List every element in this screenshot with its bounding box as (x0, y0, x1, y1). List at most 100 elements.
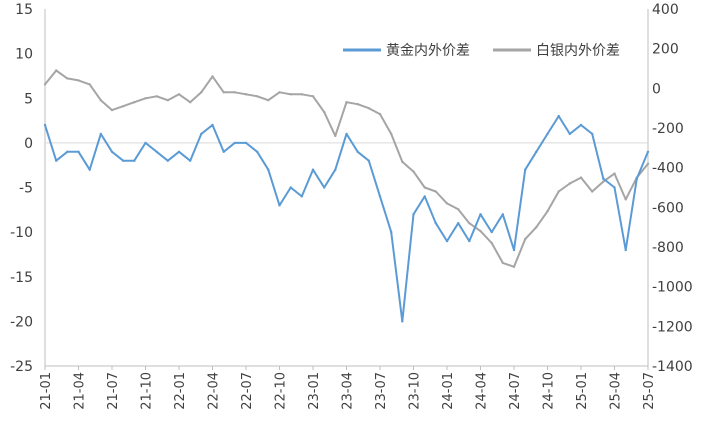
data-point (412, 170, 415, 173)
data-point (267, 168, 270, 171)
y-tick-label: -20 (10, 314, 33, 330)
data-point (66, 150, 69, 153)
data-point (367, 107, 370, 110)
data-point (457, 222, 460, 225)
data-point (602, 177, 605, 180)
data-point (300, 195, 303, 198)
series-silver (43, 69, 650, 268)
data-point (122, 105, 125, 108)
data-point (401, 320, 404, 323)
data-point (222, 91, 225, 94)
data-point (334, 168, 337, 171)
data-point (390, 230, 393, 234)
data-point (289, 186, 292, 189)
data-point (535, 226, 538, 229)
y2-tick-label: -800 (652, 240, 684, 256)
x-tick-label: 25-04 (609, 372, 624, 410)
data-point (512, 248, 516, 252)
data-point (189, 101, 192, 104)
data-point (591, 190, 594, 193)
data-point (43, 83, 47, 86)
data-point (591, 132, 594, 136)
data-point (99, 132, 103, 136)
data-point (367, 159, 370, 162)
legend-label: 白银内外价差 (536, 43, 620, 59)
x-tick-label: 21-01 (39, 372, 54, 410)
y-tick-label: 15 (15, 2, 33, 18)
x-tick-label: 24-07 (508, 372, 523, 410)
y2-tick-label: 400 (652, 2, 679, 18)
x-tick-label: 22-04 (207, 372, 222, 410)
data-point (546, 210, 549, 213)
data-point (177, 93, 181, 96)
x-axis: 21-01 21-04 21-07 21-10 22-01 22-04 22-07 22-10… (39, 366, 657, 410)
data-point (211, 75, 214, 78)
x-tick-label: 23-07 (374, 372, 389, 410)
data-point (423, 186, 426, 189)
y-tick-label: -5 (19, 181, 33, 197)
data-point (244, 93, 248, 96)
data-point (613, 186, 616, 189)
data-point (122, 159, 125, 162)
data-point (77, 79, 80, 82)
data-point (144, 141, 147, 145)
data-point (501, 261, 504, 265)
data-point (323, 110, 326, 114)
data-point (233, 91, 236, 94)
y-tick-label: -15 (10, 270, 33, 286)
data-point (233, 141, 236, 145)
data-point (323, 186, 326, 189)
data-point (345, 132, 348, 136)
data-point (524, 237, 527, 241)
series-line (44, 115, 649, 323)
y-axis-left: 15 10 5 0 -5 -10 -15 -20 -25 (10, 2, 33, 375)
data-point (256, 95, 259, 98)
data-point (189, 159, 192, 162)
data-point (445, 202, 449, 205)
data-point (278, 204, 281, 207)
data-point (579, 123, 583, 127)
data-point (166, 99, 169, 102)
y2-tick-label: -1200 (652, 319, 693, 335)
x-tick-label: 22-10 (274, 372, 289, 410)
x-tick-label: 21-07 (106, 372, 121, 410)
y-tick-label: 5 (24, 91, 33, 107)
data-point (479, 213, 482, 216)
data-point (356, 150, 359, 153)
x-tick-label: 24-01 (441, 372, 456, 410)
data-point (445, 239, 449, 243)
data-point (646, 150, 650, 153)
y2-tick-label: -200 (652, 121, 684, 137)
y2-tick-label: -600 (652, 200, 684, 216)
y-tick-label: -10 (10, 225, 33, 241)
data-point (524, 168, 527, 171)
data-point (378, 195, 382, 198)
data-point (501, 213, 504, 216)
data-point (635, 177, 638, 180)
data-point (568, 132, 571, 136)
data-point (468, 239, 471, 243)
x-tick-label: 25-07 (642, 372, 657, 410)
data-point (535, 150, 538, 153)
y2-tick-label: 200 (652, 42, 679, 58)
y2-tick-label: -1400 (652, 359, 693, 375)
data-point (133, 159, 136, 162)
data-point (200, 91, 203, 94)
x-tick-label: 23-10 (408, 372, 423, 410)
data-point (155, 150, 158, 153)
data-point (300, 93, 303, 96)
y2-tick-label: 0 (652, 81, 661, 97)
data-point (423, 195, 426, 198)
data-point (390, 132, 393, 136)
data-point (155, 95, 158, 98)
y-tick-label: 0 (24, 136, 33, 152)
data-point (624, 248, 627, 252)
data-point (55, 69, 58, 72)
x-tick-label: 25-01 (575, 372, 590, 410)
data-point (490, 230, 493, 234)
legend: 黄金内外价差 白银内外价差 (343, 42, 620, 59)
data-point (557, 190, 560, 193)
x-tick-label: 24-10 (542, 372, 557, 410)
data-point (278, 91, 281, 94)
data-point (345, 101, 348, 104)
